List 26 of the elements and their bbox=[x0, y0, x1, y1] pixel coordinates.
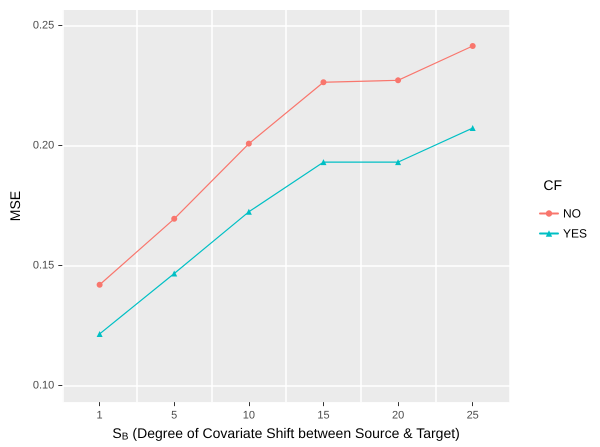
point bbox=[246, 208, 252, 215]
x-tick-label: 20 bbox=[392, 410, 404, 422]
point bbox=[395, 159, 402, 166]
point bbox=[171, 216, 178, 222]
point bbox=[470, 125, 476, 132]
point bbox=[320, 79, 326, 86]
legend-label: YES bbox=[562, 226, 588, 240]
y-tick-label: 0.25 bbox=[32, 20, 54, 32]
point bbox=[320, 159, 326, 166]
point bbox=[96, 282, 103, 288]
point bbox=[171, 270, 178, 276]
point bbox=[470, 42, 476, 49]
y-tick-label: 0.20 bbox=[32, 140, 54, 152]
x-tick-label: 25 bbox=[466, 410, 479, 422]
legend-label: NO bbox=[562, 206, 581, 220]
y-tick-label: 0.10 bbox=[32, 380, 54, 392]
point bbox=[96, 330, 103, 337]
legend-title: CF bbox=[543, 177, 562, 193]
point bbox=[395, 77, 402, 84]
x-tick-label: 15 bbox=[317, 410, 330, 422]
x-tick-label: 5 bbox=[171, 410, 178, 422]
x-tick-label: 10 bbox=[242, 410, 255, 422]
point bbox=[246, 140, 252, 147]
y-tick-label: 0.15 bbox=[32, 260, 54, 272]
x-tick-label: 1 bbox=[96, 410, 103, 422]
y-axis-title: MSE bbox=[7, 190, 23, 222]
